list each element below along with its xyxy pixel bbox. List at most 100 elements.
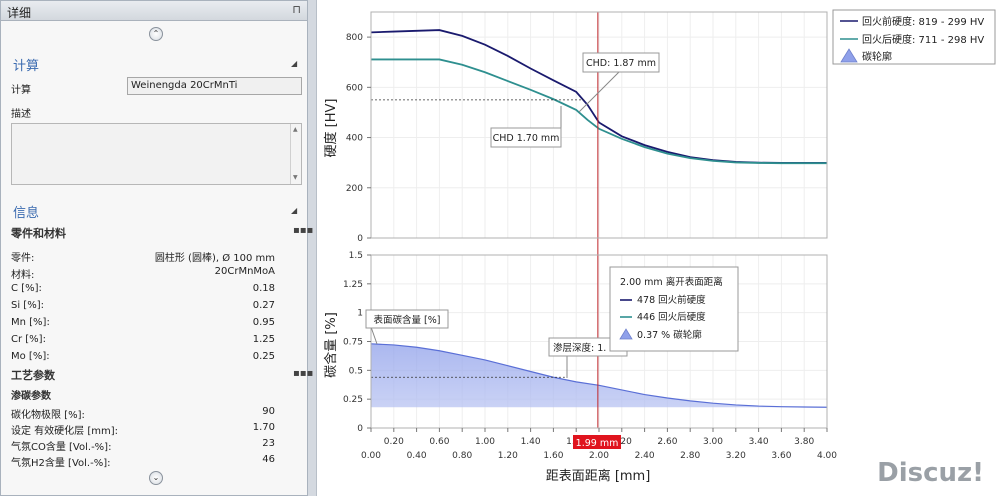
chd-after-label: CHD 1.70 mm [493, 133, 560, 144]
carbon-axis-title: 碳含量 [%] [323, 312, 339, 378]
y-tick-label: 0.5 [349, 366, 363, 376]
info-row-value: 0.95 [252, 317, 275, 328]
legend-item-carbon: 碳轮廓 [862, 50, 892, 63]
info-row-value: 90 [262, 406, 275, 417]
carbon-triangle-icon [619, 328, 633, 340]
watermark-logo: Discuz! [877, 458, 984, 488]
x-tick-label: 0.40 [407, 451, 427, 461]
y-tick-label: 0 [357, 234, 363, 244]
info-row-value: 20CrMnMoA [214, 266, 275, 277]
legend-item-after: 回火后硬度: 711 - 298 HV [862, 33, 984, 46]
chd-before-callout: CHD: 1.87 mm [578, 52, 660, 113]
panel-title: 详细 [7, 6, 32, 20]
x-tick-label: 3.20 [726, 451, 746, 461]
info-row-label: 气氛H2含量 [Vol.-%]: [11, 458, 111, 469]
x-tick-label: 2.60 [657, 437, 677, 447]
surface-carbon-label: 表面碳含量 [%] [374, 314, 441, 326]
cursor-position-badge[interactable]: 1.99 mm [573, 435, 621, 449]
info-row-value: 0.27 [252, 300, 275, 311]
x-tick-label: 3.00 [703, 437, 723, 447]
case-depth-label: 渗层深度: 1. [553, 342, 606, 354]
x-tick-label: 0.60 [429, 437, 449, 447]
y-tick-label: 200 [346, 184, 363, 194]
carbon-profile-area [371, 343, 827, 408]
chd-after-callout: CHD 1.70 mm [490, 106, 562, 148]
scroll-down-icon[interactable]: ▼ [293, 174, 298, 181]
tooltip-carbon: 0.37 % 碳轮廓 [637, 329, 702, 341]
chart-area: 0.000.200.400.600.801.001.201.401.601.80… [316, 0, 1000, 496]
cursor-position-label: 1.99 mm [576, 438, 619, 449]
y-tick-label: 1.25 [343, 280, 363, 290]
info-row-label: 材料: [11, 270, 35, 281]
x-tick-label: 1.20 [498, 451, 518, 461]
y-tick-label: 0 [357, 424, 363, 434]
info-row-label: 设定 有效硬化层 [mm]: [11, 426, 119, 437]
more-icon[interactable]: ▪▪▪ [293, 225, 314, 236]
x-tick-label: 2.80 [680, 451, 700, 461]
info-row-label: 零件: [11, 253, 35, 264]
more-icon[interactable]: ▪▪▪ [293, 368, 314, 379]
chart-legend[interactable]: 回火前硬度: 819 - 299 HV 回火后硬度: 711 - 298 HV … [832, 9, 996, 65]
info-row-label: Si [%]: [11, 300, 44, 311]
pin-icon[interactable]: ⊓ [292, 3, 301, 16]
y-tick-label: 400 [346, 134, 363, 144]
y-tick-label: 800 [346, 33, 363, 43]
tooltip-after: 446 回火后硬度 [637, 311, 706, 323]
distance-axis-title: 距表面距离 [mm] [546, 468, 651, 484]
tooltip-title: 2.00 mm 离开表面距离 [620, 276, 723, 288]
description-label: 描述 [11, 109, 31, 120]
x-tick-label: 1.00 [475, 437, 495, 447]
hardness-carbon-chart[interactable]: 0.000.200.400.600.801.001.201.401.601.80… [317, 0, 1000, 496]
info-row-label: Cr [%]: [11, 334, 46, 345]
surface-carbon-callout: 表面碳含量 [%] [365, 309, 449, 345]
x-tick-label: 2.00 [589, 451, 609, 461]
carburizing-subtitle: 渗碳参数 [11, 391, 51, 402]
info-row-label: 气氛CO含量 [Vol.-%]: [11, 442, 112, 453]
info-row-label: 碳化物极限 [%]: [11, 410, 85, 421]
hardness-plot-frame [370, 11, 828, 239]
carbon-profile-line [370, 343, 828, 408]
info-row-value: 0.25 [252, 351, 275, 362]
info-row-value: 圆柱形 (圆棒), Ø 100 mm [154, 253, 275, 264]
x-tick-label: 2.40 [635, 451, 655, 461]
x-tick-label: 1.40 [521, 437, 541, 447]
tooltip-before: 478 回火前硬度 [637, 294, 706, 306]
x-tick-label: 0.00 [361, 451, 381, 461]
scroll-up-icon[interactable]: ▲ [293, 126, 298, 133]
x-tick-label: 2.20 [612, 437, 632, 447]
x-tick-label: 3.40 [749, 437, 769, 447]
x-tick-label: 0.20 [384, 437, 404, 447]
value-tooltip: 2.00 mm 离开表面距离 478 回火前硬度 446 回火后硬度 0.37 … [609, 266, 739, 352]
collapse-up-icon[interactable]: ⌃ [149, 27, 163, 41]
process-group-title: 工艺参数 [11, 369, 55, 382]
x-tick-label: 3.60 [771, 451, 791, 461]
hardness-after-line [371, 58, 827, 165]
y-tick-label: 0.25 [343, 395, 363, 405]
info-row-value: 1.25 [252, 334, 275, 345]
calc-section-title: 计算 [13, 59, 40, 74]
calc-label: 计算 [11, 85, 31, 96]
x-tick-label: 1.60 [543, 451, 563, 461]
info-row-label: C [%]: [11, 283, 42, 294]
info-row-label: Mo [%]: [11, 351, 50, 362]
info-section-title: 信息 [13, 206, 40, 221]
panel-header: 详细 ⊓ [1, 1, 307, 21]
hardness-axis-title: 硬度 [HV] [323, 99, 339, 158]
info-row-value: 0.18 [252, 283, 275, 294]
parts-group-title: 零件和材料 [11, 227, 66, 240]
y-tick-label: 600 [346, 83, 363, 93]
case-depth-callout: 渗层深度: 1. [548, 337, 628, 378]
description-field[interactable]: ▲ ▼ [11, 123, 302, 185]
legend-item-before: 回火前硬度: 819 - 299 HV [862, 15, 984, 28]
calc-name-field[interactable]: Weinengda 20CrMnTi [127, 77, 302, 95]
section-collapse-icon[interactable]: ◢ [291, 59, 298, 68]
info-row-value: 46 [262, 454, 275, 465]
x-tick-label: 0.80 [452, 451, 472, 461]
y-tick-label: 1.5 [349, 251, 363, 261]
section-collapse-icon[interactable]: ◢ [291, 206, 298, 215]
expand-down-icon[interactable]: ⌄ [149, 471, 163, 485]
x-tick-label: 4.00 [817, 451, 837, 461]
chd-before-label: CHD: 1.87 mm [586, 58, 656, 69]
description-scrollbar[interactable]: ▲ ▼ [290, 124, 301, 184]
legend-area-icon [840, 48, 858, 63]
